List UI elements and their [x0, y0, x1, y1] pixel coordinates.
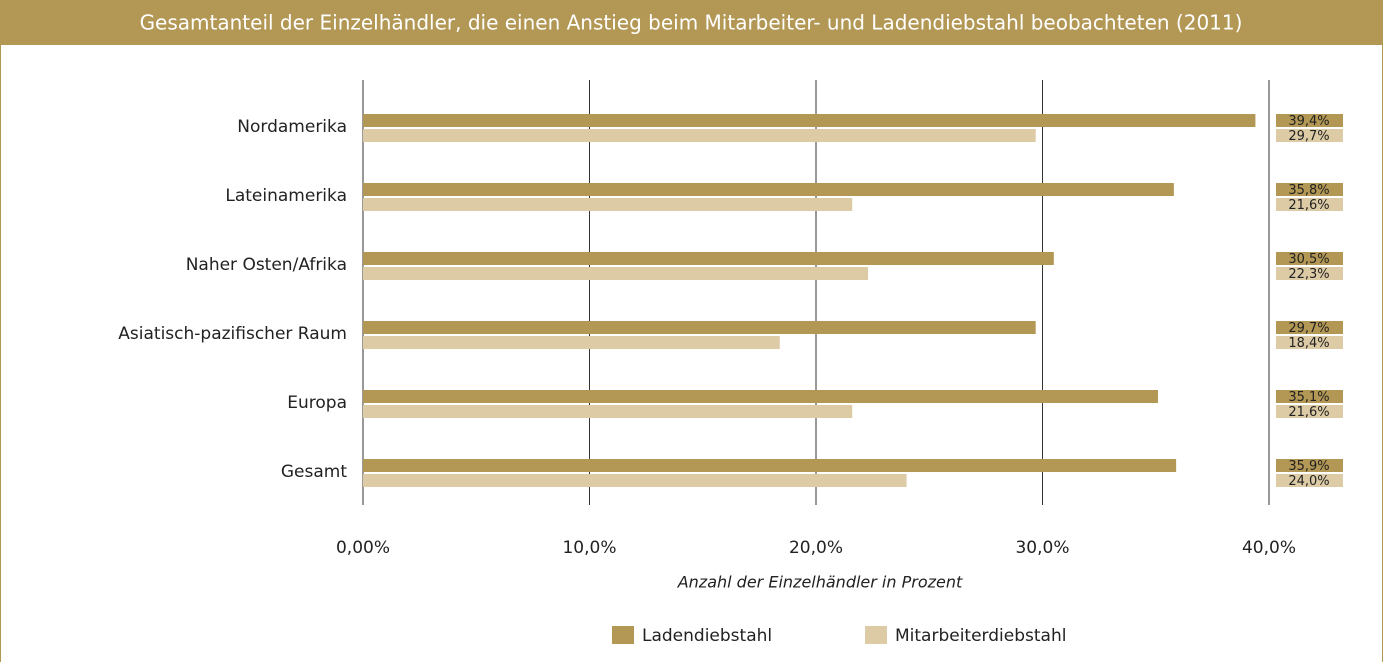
value-label-box: [1276, 114, 1343, 127]
value-label-box: [1276, 336, 1343, 349]
bar: [363, 390, 1159, 403]
bar: [363, 129, 1036, 142]
legend-label: Ladendiebstahl: [642, 626, 772, 646]
value-label: 39,4%: [1288, 114, 1329, 129]
bar: [363, 474, 907, 487]
value-label: 21,6%: [1288, 405, 1329, 420]
value-label-box: [1276, 183, 1343, 196]
value-label: 30,5%: [1288, 252, 1329, 267]
value-label: 18,4%: [1288, 336, 1329, 351]
x-tick-label: 20,0%: [789, 538, 843, 558]
bar: [363, 198, 853, 211]
legend-swatch: [865, 626, 887, 644]
value-label-box: [1276, 390, 1343, 403]
value-label-box: [1276, 405, 1343, 418]
y-tick-label: Asiatisch-pazifischer Raum: [118, 324, 347, 344]
x-tick-label: 0,00%: [336, 538, 390, 558]
value-label-box: [1276, 474, 1343, 487]
value-label: 35,8%: [1288, 183, 1329, 198]
header: [0, 0, 1383, 45]
x-axis-label: Anzahl der Einzelhändler in Prozent: [677, 573, 963, 592]
bar: [363, 183, 1174, 196]
value-label-box: [1276, 459, 1343, 472]
value-label: 29,7%: [1288, 129, 1329, 144]
bar: [363, 252, 1054, 265]
bar: [363, 321, 1036, 334]
value-label: 35,9%: [1288, 459, 1329, 474]
bar: [363, 336, 780, 349]
value-label-box: [1276, 129, 1343, 142]
bar: [363, 459, 1177, 472]
y-tick-label: Europa: [287, 393, 347, 413]
y-tick-label: Lateinamerika: [225, 186, 347, 206]
x-tick-label: 40,0%: [1242, 538, 1296, 558]
y-tick-label: Gesamt: [281, 462, 347, 482]
value-label-box: [1276, 198, 1343, 211]
legend-swatch: [612, 626, 634, 644]
chart-title: Gesamtanteil der Einzelhändler, die eine…: [140, 11, 1243, 35]
value-label: 29,7%: [1288, 321, 1329, 336]
value-label-box: [1276, 321, 1343, 334]
bar: [363, 405, 853, 418]
legend-label: Mitarbeiterdiebstahl: [895, 626, 1066, 646]
x-tick-label: 30,0%: [1015, 538, 1069, 558]
value-label-box: [1276, 267, 1343, 280]
x-tick-label: 10,0%: [562, 538, 616, 558]
value-label: 35,1%: [1288, 390, 1329, 405]
value-label-box: [1276, 252, 1343, 265]
y-tick-label: Naher Osten/Afrika: [186, 255, 347, 275]
value-label: 24,0%: [1288, 474, 1329, 489]
value-label: 22,3%: [1288, 267, 1329, 282]
bar: [363, 267, 869, 280]
y-tick-label: Nordamerika: [237, 117, 347, 137]
bar: [363, 114, 1256, 127]
value-label: 21,6%: [1288, 198, 1329, 213]
